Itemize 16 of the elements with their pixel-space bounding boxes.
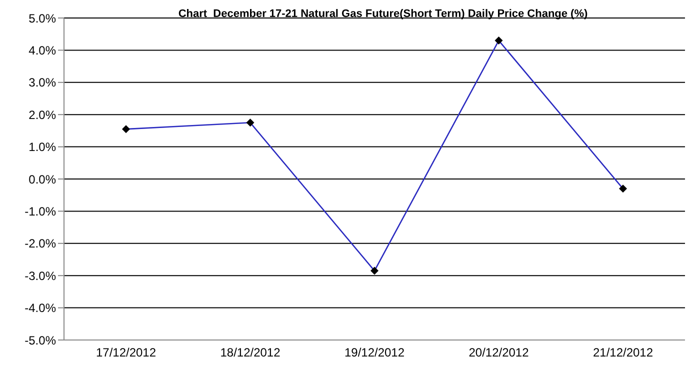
y-tick-label: 3.0% [28, 76, 56, 90]
y-tick-label: -2.0% [24, 236, 56, 251]
x-tick-label: 18/12/2012 [220, 346, 281, 360]
x-tick-label: 19/12/2012 [344, 346, 405, 360]
y-tick-label: -3.0% [24, 268, 56, 283]
y-tick-label: 0.0% [28, 172, 56, 186]
y-tick-label: -1.0% [24, 204, 56, 218]
y-tick-label: -4.0% [24, 301, 56, 316]
x-tick-label: 17/12/2012 [96, 346, 156, 360]
y-tick-label: 1.0% [28, 140, 56, 154]
y-tick-label: 4.0% [28, 43, 56, 58]
y-tick-label: 5.0% [28, 11, 56, 26]
y-tick-label: -5.0% [24, 333, 56, 348]
x-tick-label: 20/12/2012 [468, 346, 530, 360]
y-tick-label: 2.0% [28, 108, 56, 122]
x-tick-label: 21/12/2012 [592, 346, 654, 360]
